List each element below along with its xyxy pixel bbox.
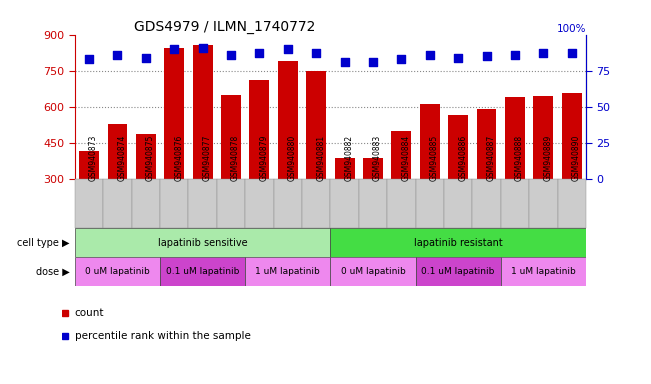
Bar bbox=[335, 158, 355, 251]
Text: 1 uM lapatinib: 1 uM lapatinib bbox=[255, 267, 320, 276]
Text: GSM940875: GSM940875 bbox=[146, 135, 155, 181]
Point bbox=[481, 53, 492, 59]
Text: 100%: 100% bbox=[557, 24, 586, 34]
Bar bbox=[217, 179, 245, 228]
Text: GSM940888: GSM940888 bbox=[515, 135, 524, 181]
Point bbox=[226, 52, 236, 58]
Bar bbox=[75, 228, 330, 257]
Text: GSM940886: GSM940886 bbox=[458, 135, 467, 181]
Point bbox=[112, 52, 122, 58]
Bar bbox=[415, 179, 444, 228]
Bar bbox=[420, 104, 439, 251]
Bar bbox=[136, 134, 156, 251]
Bar bbox=[387, 179, 415, 228]
Text: 0 uM lapatinib: 0 uM lapatinib bbox=[340, 267, 406, 276]
Bar bbox=[444, 179, 473, 228]
Text: GSM940879: GSM940879 bbox=[259, 135, 268, 181]
Text: GSM940880: GSM940880 bbox=[288, 135, 297, 181]
Bar bbox=[330, 179, 359, 228]
Bar bbox=[330, 228, 586, 257]
Bar bbox=[363, 158, 383, 251]
Bar bbox=[473, 179, 501, 228]
Bar bbox=[245, 179, 273, 228]
Bar bbox=[359, 179, 387, 228]
Point bbox=[197, 45, 208, 51]
Bar bbox=[75, 257, 160, 286]
Text: GSM940889: GSM940889 bbox=[544, 135, 552, 181]
Text: lapatinib resistant: lapatinib resistant bbox=[414, 238, 503, 248]
Text: cell type ▶: cell type ▶ bbox=[18, 238, 70, 248]
Bar bbox=[477, 109, 497, 251]
Point bbox=[283, 46, 293, 52]
Bar bbox=[107, 124, 128, 251]
Bar bbox=[557, 179, 586, 228]
Text: GSM940881: GSM940881 bbox=[316, 135, 326, 181]
Bar bbox=[330, 257, 415, 286]
Bar bbox=[306, 71, 326, 251]
Bar bbox=[501, 179, 529, 228]
Point bbox=[424, 52, 435, 58]
Bar bbox=[391, 131, 411, 251]
Bar bbox=[79, 151, 99, 251]
Text: dose ▶: dose ▶ bbox=[36, 266, 70, 277]
Bar bbox=[505, 97, 525, 251]
Bar bbox=[193, 45, 213, 251]
Point bbox=[566, 50, 577, 56]
Text: GSM940885: GSM940885 bbox=[430, 135, 439, 181]
Text: GSM940884: GSM940884 bbox=[402, 135, 410, 181]
Text: GSM940877: GSM940877 bbox=[202, 135, 212, 181]
Point bbox=[396, 56, 407, 62]
Point bbox=[510, 52, 520, 58]
Bar bbox=[533, 96, 553, 251]
Text: GSM940873: GSM940873 bbox=[89, 135, 98, 181]
Point bbox=[453, 55, 464, 61]
Text: 0.1 uM lapatinib: 0.1 uM lapatinib bbox=[421, 267, 495, 276]
Text: 0 uM lapatinib: 0 uM lapatinib bbox=[85, 267, 150, 276]
Bar bbox=[75, 179, 104, 228]
Bar bbox=[164, 48, 184, 251]
Point bbox=[311, 50, 322, 56]
Text: GSM940883: GSM940883 bbox=[373, 135, 382, 181]
Text: 0.1 uM lapatinib: 0.1 uM lapatinib bbox=[166, 267, 240, 276]
Bar bbox=[132, 179, 160, 228]
Text: GDS4979 / ILMN_1740772: GDS4979 / ILMN_1740772 bbox=[133, 20, 315, 33]
Bar bbox=[273, 179, 302, 228]
Point bbox=[339, 59, 350, 65]
Text: percentile rank within the sample: percentile rank within the sample bbox=[75, 331, 251, 341]
Bar bbox=[562, 93, 581, 251]
Point bbox=[538, 50, 549, 56]
Text: GSM940887: GSM940887 bbox=[486, 135, 495, 181]
Bar bbox=[245, 257, 330, 286]
Bar bbox=[160, 179, 188, 228]
Text: lapatinib sensitive: lapatinib sensitive bbox=[158, 238, 247, 248]
Text: GSM940882: GSM940882 bbox=[344, 135, 353, 181]
Text: GSM940890: GSM940890 bbox=[572, 135, 581, 181]
Text: count: count bbox=[75, 308, 104, 318]
Bar bbox=[160, 257, 245, 286]
Bar bbox=[302, 179, 330, 228]
Point bbox=[368, 59, 378, 65]
Bar bbox=[104, 179, 132, 228]
Bar bbox=[188, 179, 217, 228]
Point bbox=[84, 56, 94, 62]
Text: GSM940876: GSM940876 bbox=[174, 135, 183, 181]
Text: GSM940878: GSM940878 bbox=[231, 135, 240, 181]
Bar bbox=[529, 179, 557, 228]
Bar bbox=[448, 115, 468, 251]
Bar bbox=[249, 80, 270, 251]
Bar bbox=[415, 257, 501, 286]
Bar bbox=[278, 61, 298, 251]
Point bbox=[169, 46, 180, 52]
Bar bbox=[221, 95, 241, 251]
Point bbox=[141, 55, 151, 61]
Text: 1 uM lapatinib: 1 uM lapatinib bbox=[511, 267, 575, 276]
Bar bbox=[501, 257, 586, 286]
Text: GSM940874: GSM940874 bbox=[117, 135, 126, 181]
Point bbox=[254, 50, 264, 56]
